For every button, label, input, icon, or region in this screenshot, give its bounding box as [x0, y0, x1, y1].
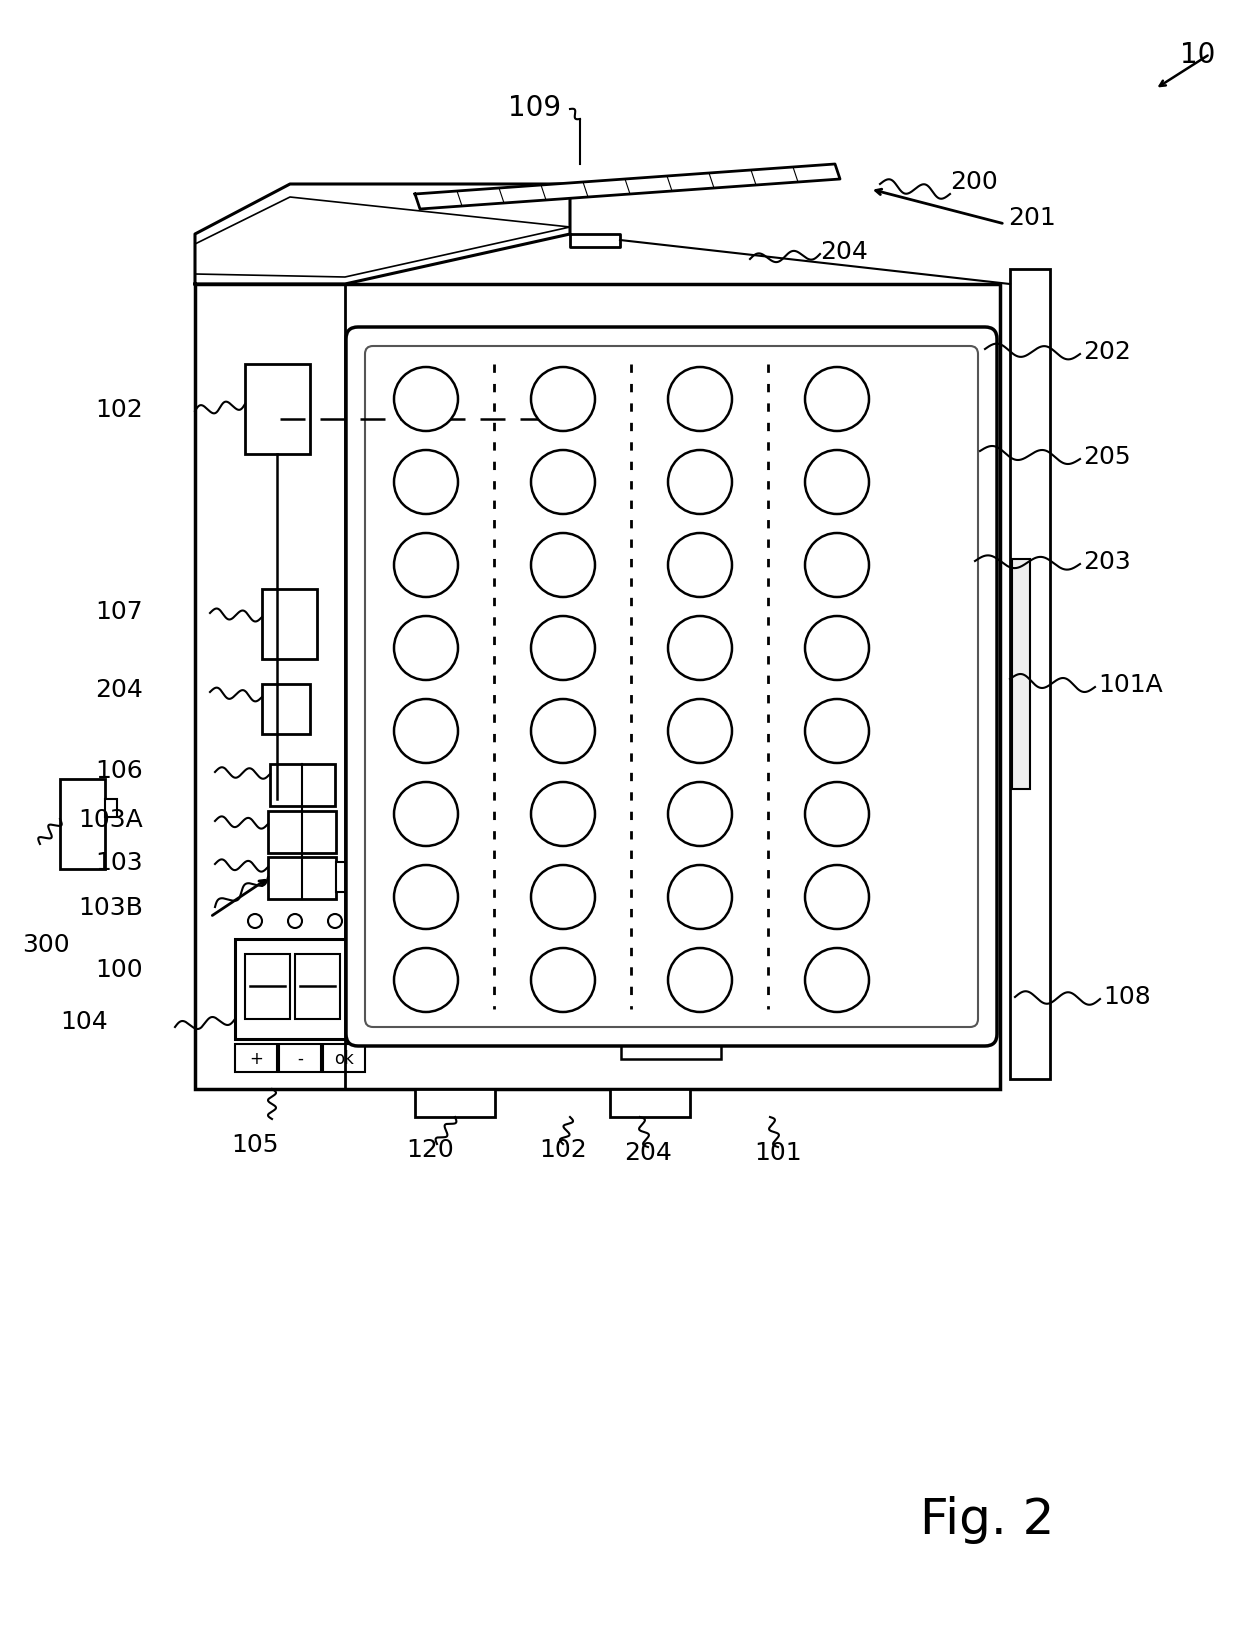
Ellipse shape [805, 534, 869, 598]
Text: 104: 104 [60, 1010, 108, 1033]
Bar [60, 780, 105, 869]
Text: 201: 201 [1008, 207, 1055, 229]
Text: 120: 120 [407, 1137, 454, 1162]
Bar [236, 939, 360, 1039]
Ellipse shape [668, 865, 732, 929]
Ellipse shape [668, 949, 732, 1013]
Text: 204: 204 [95, 677, 143, 701]
Ellipse shape [394, 367, 458, 431]
Bar [268, 811, 336, 854]
Text: 109: 109 [508, 93, 562, 121]
Ellipse shape [805, 949, 869, 1013]
Ellipse shape [394, 949, 458, 1013]
Text: 103: 103 [95, 851, 143, 875]
Ellipse shape [531, 616, 595, 680]
Ellipse shape [394, 700, 458, 764]
Text: 101A: 101A [1097, 672, 1163, 697]
Text: 202: 202 [1083, 339, 1131, 364]
Polygon shape [415, 166, 839, 210]
Ellipse shape [531, 451, 595, 515]
Circle shape [329, 915, 342, 928]
Bar [1012, 559, 1030, 790]
Ellipse shape [394, 534, 458, 598]
Circle shape [288, 915, 303, 928]
Bar [268, 857, 336, 900]
Text: 101: 101 [754, 1141, 802, 1164]
Bar [336, 862, 351, 893]
Bar [270, 764, 335, 806]
Ellipse shape [805, 616, 869, 680]
Ellipse shape [805, 865, 869, 929]
Ellipse shape [805, 451, 869, 515]
Circle shape [248, 915, 262, 928]
Text: 106: 106 [95, 759, 143, 782]
Ellipse shape [394, 451, 458, 515]
Ellipse shape [394, 616, 458, 680]
Bar [295, 954, 340, 1019]
Text: 103A: 103A [78, 808, 143, 831]
Bar [262, 590, 317, 659]
Bar [262, 685, 310, 734]
Text: -: - [298, 1049, 303, 1067]
Ellipse shape [394, 782, 458, 846]
Ellipse shape [668, 451, 732, 515]
Ellipse shape [668, 367, 732, 431]
Text: 204: 204 [624, 1141, 672, 1164]
Text: 102: 102 [539, 1137, 587, 1162]
Text: 200: 200 [950, 170, 998, 193]
Text: 108: 108 [1104, 985, 1151, 1008]
FancyBboxPatch shape [346, 328, 997, 1046]
Ellipse shape [805, 782, 869, 846]
Ellipse shape [668, 782, 732, 846]
Ellipse shape [531, 367, 595, 431]
Text: ok: ok [334, 1049, 353, 1067]
Bar [195, 285, 999, 1090]
Ellipse shape [531, 700, 595, 764]
Bar [246, 365, 310, 454]
Bar [1011, 270, 1050, 1080]
Text: 105: 105 [231, 1133, 279, 1155]
Text: +: + [249, 1049, 263, 1067]
Text: 300: 300 [22, 933, 69, 957]
Ellipse shape [531, 865, 595, 929]
Text: 100: 100 [95, 957, 143, 982]
Bar [621, 1034, 720, 1059]
Text: 103B: 103B [78, 895, 143, 919]
Ellipse shape [668, 700, 732, 764]
Ellipse shape [531, 949, 595, 1013]
Bar [279, 1044, 321, 1072]
Ellipse shape [805, 367, 869, 431]
Text: 203: 203 [1083, 549, 1131, 574]
Text: 204: 204 [820, 239, 868, 264]
Ellipse shape [531, 782, 595, 846]
Bar [246, 954, 290, 1019]
Text: 205: 205 [1083, 444, 1131, 469]
Bar [236, 1044, 277, 1072]
Bar [610, 1090, 689, 1118]
Bar [105, 800, 117, 818]
Text: 10: 10 [1180, 41, 1215, 69]
Ellipse shape [805, 700, 869, 764]
Text: Fig. 2: Fig. 2 [920, 1495, 1054, 1542]
Ellipse shape [531, 534, 595, 598]
Ellipse shape [394, 865, 458, 929]
FancyBboxPatch shape [365, 347, 978, 1028]
Ellipse shape [668, 616, 732, 680]
Text: 107: 107 [95, 600, 143, 623]
Ellipse shape [668, 534, 732, 598]
Bar [415, 1090, 495, 1118]
Bar [322, 1044, 365, 1072]
Text: 102: 102 [95, 398, 143, 421]
